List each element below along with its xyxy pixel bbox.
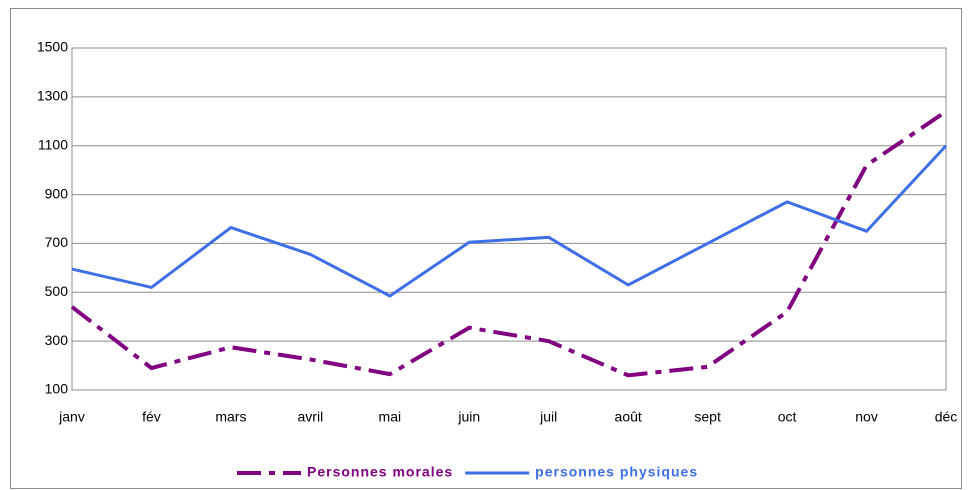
y-tick-label: 1100 [38, 136, 68, 152]
series-line [70, 109, 948, 378]
series-line [71, 144, 948, 298]
y-tick-label: 1500 [37, 39, 68, 55]
x-tick-label: sept [694, 409, 721, 425]
y-tick-label: 700 [45, 234, 69, 250]
x-tick-label: juil [539, 409, 557, 425]
y-tick-label: 900 [45, 185, 69, 201]
x-tick-label: oct [778, 409, 797, 425]
x-tick-label: nov [855, 409, 878, 425]
x-tick-label: juin [457, 409, 480, 425]
y-tick-label: 500 [45, 283, 69, 299]
x-tick-label: mai [379, 409, 402, 425]
x-tick-label: août [615, 409, 642, 425]
x-tick-label: avril [298, 409, 324, 425]
chart-border [10, 8, 962, 489]
y-tick-label: 100 [45, 381, 69, 397]
y-tick-label: 1300 [37, 88, 68, 104]
x-tick-label: mars [215, 409, 246, 425]
legend-label: personnes physiques [535, 464, 698, 480]
x-tick-label: fév [142, 409, 161, 425]
x-tick-label: déc [935, 409, 958, 425]
legend-label: Personnes morales [307, 464, 453, 480]
y-tick-label: 300 [45, 332, 69, 348]
x-tick-label: janv [58, 409, 85, 425]
